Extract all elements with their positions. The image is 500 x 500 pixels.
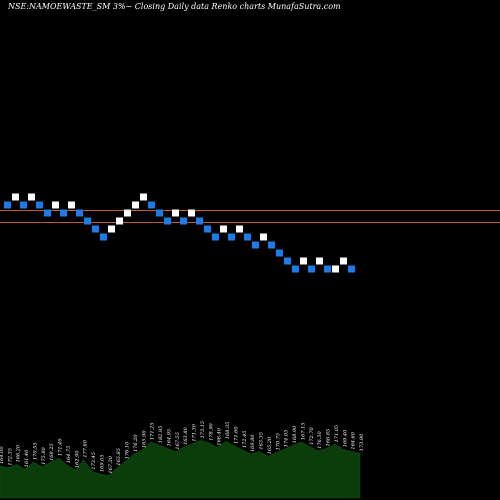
renko-brick-up-42	[340, 257, 347, 265]
renko-brick-up-14	[116, 217, 123, 225]
renko-brick-up-32	[260, 233, 267, 241]
renko-brick-up-41	[332, 265, 339, 273]
volume-label-20: 164.95	[166, 429, 172, 447]
volume-label-2: 166.20	[16, 444, 22, 462]
renko-brick-up-29	[236, 225, 243, 233]
renko-brick-down-36	[292, 265, 299, 273]
renko-brick-down-40	[324, 265, 331, 273]
renko-brick-up-6	[52, 201, 59, 209]
renko-brick-down-34	[276, 249, 283, 257]
renko-brick-down-33	[268, 241, 275, 249]
renko-brick-down-19	[156, 209, 163, 217]
renko-brick-down-18	[148, 201, 155, 209]
renko-brick-up-16	[132, 201, 139, 209]
volume-label-18: 171.25	[150, 423, 156, 441]
volume-label-36: 167.15	[300, 423, 306, 441]
volume-label-28: 171.60	[233, 426, 239, 444]
volume-labels: 164.00 172.35 166.20 161.40 170.55 175.80 168.…	[0, 421, 365, 474]
volume-label-13: 167.30	[108, 455, 114, 473]
volume-label-32: 165.20	[267, 436, 273, 454]
chart-title: NSE:NAMOEWASTE_SM 3%~ Closing Daily data…	[7, 2, 341, 11]
renko-brick-down-35	[284, 257, 291, 265]
renko-brick-down-2	[20, 201, 27, 209]
volume-label-4: 170.55	[33, 443, 39, 461]
renko-brick-up-13	[108, 225, 115, 233]
volume-label-41: 169.40	[342, 429, 348, 447]
volume-area	[0, 440, 361, 499]
renko-brick-down-11	[92, 225, 99, 233]
volume-label-38: 176.50	[317, 430, 323, 448]
renko-brick-down-10	[84, 217, 91, 225]
volume-label-21: 167.55	[175, 432, 181, 450]
renko-brick-up-17	[140, 193, 147, 201]
volume-label-39: 166.85	[326, 429, 332, 447]
renko-brick-down-12	[100, 233, 107, 241]
renko-brick-down-25	[204, 225, 211, 233]
volume-label-31: 163.35	[259, 432, 265, 450]
renko-brick-down-9	[76, 209, 83, 217]
renko-brick-down-22	[180, 217, 187, 225]
volume-label-17: 165.90	[141, 430, 147, 448]
volume-label-26: 166.40	[217, 427, 223, 445]
volume-label-29: 172.45	[242, 431, 248, 449]
renko-brick-down-20	[164, 217, 171, 225]
volume-label-19: 182.95	[158, 426, 164, 444]
volume-label-9: 162.90	[74, 450, 80, 468]
volume-label-3: 161.40	[24, 449, 30, 467]
volume-label-24: 173.15	[200, 421, 206, 439]
renko-brick-down-43	[348, 265, 355, 273]
renko-brick-up-37	[300, 257, 307, 265]
renko-brick-up-27	[220, 225, 227, 233]
volume-label-12: 169.05	[100, 455, 106, 473]
volume-label-34: 174.05	[284, 430, 290, 448]
volume-label-40: 171.05	[334, 425, 340, 443]
renko-brick-down-7	[60, 209, 67, 217]
renko-bricks	[4, 193, 355, 273]
volume-label-1: 172.35	[7, 448, 13, 466]
renko-brick-down-5	[44, 209, 51, 217]
renko-brick-up-15	[124, 209, 131, 217]
renko-brick-up-1	[12, 193, 19, 201]
renko-brick-down-38	[308, 265, 315, 273]
volume-label-10: 177.60	[83, 439, 89, 457]
renko-brick-up-39	[316, 257, 323, 265]
volume-label-30: 169.80	[250, 434, 256, 452]
volume-label-23: 171.30	[192, 423, 198, 441]
volume-label-16: 176.20	[133, 434, 139, 452]
volume-label-43: 173.90	[359, 433, 365, 451]
renko-brick-up-23	[188, 209, 195, 217]
volume-label-6: 168.25	[49, 443, 55, 461]
volume-label-14: 165.85	[116, 448, 122, 466]
volume-label-7: 171.40	[58, 438, 64, 456]
renko-brick-down-0	[4, 201, 11, 209]
renko-brick-down-24	[196, 217, 203, 225]
renko-brick-down-4	[36, 201, 43, 209]
renko-brick-down-28	[228, 233, 235, 241]
renko-brick-down-30	[244, 233, 251, 241]
renko-brick-up-21	[172, 209, 179, 217]
volume-label-8: 164.75	[66, 446, 72, 464]
volume-label-5: 175.80	[41, 446, 47, 464]
renko-brick-down-31	[252, 241, 259, 249]
renko-brick-down-26	[212, 233, 219, 241]
renko-brick-up-3	[28, 193, 35, 201]
volume-label-27: 168.35	[225, 422, 231, 440]
volume-label-35: 168.90	[292, 425, 298, 443]
volume-label-25: 178.90	[208, 422, 214, 440]
renko-brick-up-8	[68, 201, 75, 209]
volume-label-11: 173.45	[91, 452, 97, 470]
volume-label-0: 164.00	[0, 446, 5, 464]
volume-label-33: 170.75	[275, 433, 281, 451]
volume-label-42: 164.60	[351, 431, 357, 449]
volume-label-15: 176.10	[125, 441, 131, 459]
volume-label-37: 172.70	[309, 426, 315, 444]
volume-label-22: 163.80	[183, 426, 189, 444]
